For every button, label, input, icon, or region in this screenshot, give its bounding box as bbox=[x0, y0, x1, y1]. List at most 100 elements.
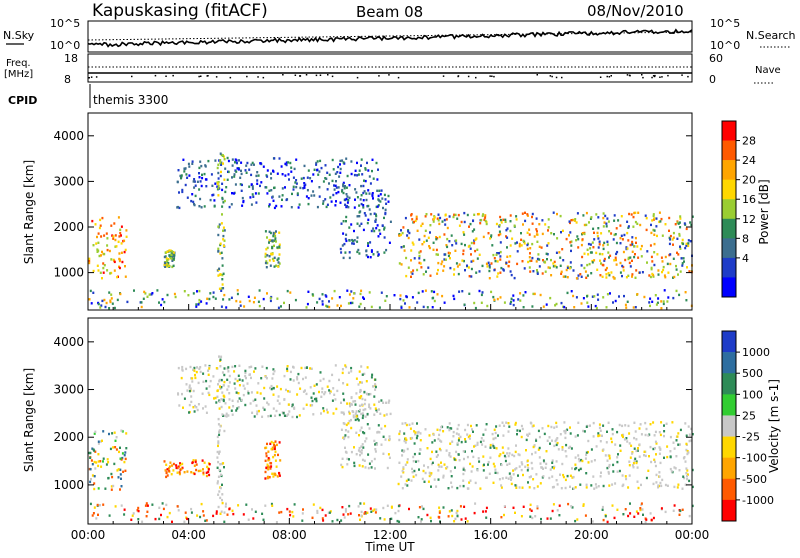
echo-cell bbox=[650, 231, 653, 235]
echo-cell bbox=[328, 300, 330, 303]
echo-cell bbox=[375, 214, 378, 218]
echo-cell bbox=[411, 296, 414, 299]
echo-cell bbox=[310, 367, 313, 370]
echo-cell bbox=[553, 426, 556, 429]
echo-cell bbox=[368, 291, 371, 294]
echo-cell bbox=[311, 399, 314, 403]
echo-cell bbox=[415, 460, 417, 463]
echo-cell bbox=[383, 193, 386, 197]
echo-cell bbox=[585, 276, 588, 279]
echo-cell bbox=[115, 245, 118, 248]
echo-cell bbox=[442, 474, 445, 477]
echo-cell bbox=[685, 244, 688, 247]
echo-cell bbox=[367, 244, 370, 247]
echo-cell bbox=[325, 408, 328, 411]
echo-cell bbox=[289, 378, 292, 381]
echo-cell bbox=[428, 245, 431, 248]
echo-cell bbox=[546, 439, 549, 442]
echo-cell bbox=[531, 452, 533, 456]
echo-cell bbox=[476, 469, 479, 472]
echo-cell bbox=[417, 291, 420, 295]
echo-cell bbox=[269, 231, 272, 235]
echo-cell bbox=[268, 255, 271, 258]
echo-cell bbox=[622, 269, 625, 272]
echo-cell bbox=[430, 519, 432, 523]
echo-cell bbox=[537, 448, 540, 451]
echo-cell bbox=[218, 407, 221, 410]
nave-dot bbox=[653, 75, 656, 78]
echo-cell bbox=[269, 299, 272, 303]
echo-cell bbox=[264, 477, 267, 480]
echo-cell bbox=[221, 264, 224, 267]
echo-cell bbox=[566, 265, 569, 268]
echo-cell bbox=[599, 440, 602, 443]
station-title: Kapuskasing (fitACF) bbox=[92, 1, 268, 21]
echo-cell bbox=[325, 177, 328, 180]
echo-cell bbox=[676, 237, 679, 240]
echo-cell bbox=[349, 512, 352, 515]
echo-cell bbox=[613, 233, 616, 237]
echo-cell bbox=[606, 266, 608, 270]
echo-cell bbox=[221, 213, 223, 216]
colorbar-swatch bbox=[722, 499, 736, 522]
echo-cell bbox=[350, 290, 353, 293]
echo-cell bbox=[172, 462, 175, 466]
echo-cell bbox=[411, 218, 414, 221]
echo-cell bbox=[473, 239, 476, 242]
echo-cell bbox=[377, 253, 380, 256]
echo-cell bbox=[265, 377, 268, 380]
echo-cell bbox=[654, 447, 656, 450]
echo-cell bbox=[579, 273, 582, 276]
echo-cell bbox=[536, 507, 539, 510]
echo-cell bbox=[249, 196, 252, 199]
echo-cell bbox=[684, 460, 687, 463]
echo-cell bbox=[360, 426, 363, 429]
echo-cell bbox=[667, 296, 670, 299]
echo-cell bbox=[634, 276, 637, 279]
echo-cell bbox=[255, 201, 258, 204]
echo-cell bbox=[384, 424, 387, 428]
echo-cell bbox=[430, 472, 433, 475]
echo-cell bbox=[373, 413, 376, 416]
echo-cell bbox=[97, 440, 100, 443]
echo-cell bbox=[583, 266, 586, 270]
echo-cell bbox=[497, 233, 500, 237]
echo-cell bbox=[361, 465, 364, 468]
echo-cell bbox=[653, 458, 656, 461]
echo-cell bbox=[506, 452, 509, 455]
echo-cell bbox=[488, 472, 491, 475]
echo-cell bbox=[538, 446, 541, 450]
echo-cell bbox=[577, 246, 580, 249]
echo-cell bbox=[193, 472, 196, 476]
echo-cell bbox=[650, 268, 653, 271]
echo-cell bbox=[171, 250, 174, 253]
echo-cell bbox=[329, 196, 332, 199]
echo-cell bbox=[220, 289, 223, 292]
echo-cell bbox=[635, 510, 638, 513]
echo-cell bbox=[130, 518, 133, 521]
echo-cell bbox=[359, 453, 361, 457]
y-tick-label: 2000 bbox=[53, 220, 84, 234]
echo-cell bbox=[231, 365, 234, 369]
nave-dot bbox=[628, 74, 631, 77]
echo-cell bbox=[453, 458, 456, 461]
echo-cell bbox=[177, 509, 180, 512]
echo-cell bbox=[649, 445, 652, 449]
echo-cell bbox=[160, 513, 162, 517]
echo-cell bbox=[222, 226, 225, 229]
echo-cell bbox=[209, 198, 212, 202]
echo-cell bbox=[406, 461, 409, 464]
echo-cell bbox=[436, 293, 439, 296]
echo-cell bbox=[491, 443, 494, 446]
echo-cell bbox=[410, 249, 413, 252]
echo-cell bbox=[347, 206, 350, 209]
colorbar-tick-label: 1000 bbox=[742, 346, 770, 359]
echo-cell bbox=[367, 255, 369, 259]
echo-cell bbox=[240, 189, 243, 192]
echo-cell bbox=[92, 269, 95, 273]
echo-cell bbox=[340, 428, 343, 431]
echo-cell bbox=[217, 250, 220, 253]
echo-cell bbox=[254, 510, 257, 513]
nsky-bottom-tick: 10^0 bbox=[50, 39, 80, 52]
echo-cell bbox=[340, 401, 342, 404]
